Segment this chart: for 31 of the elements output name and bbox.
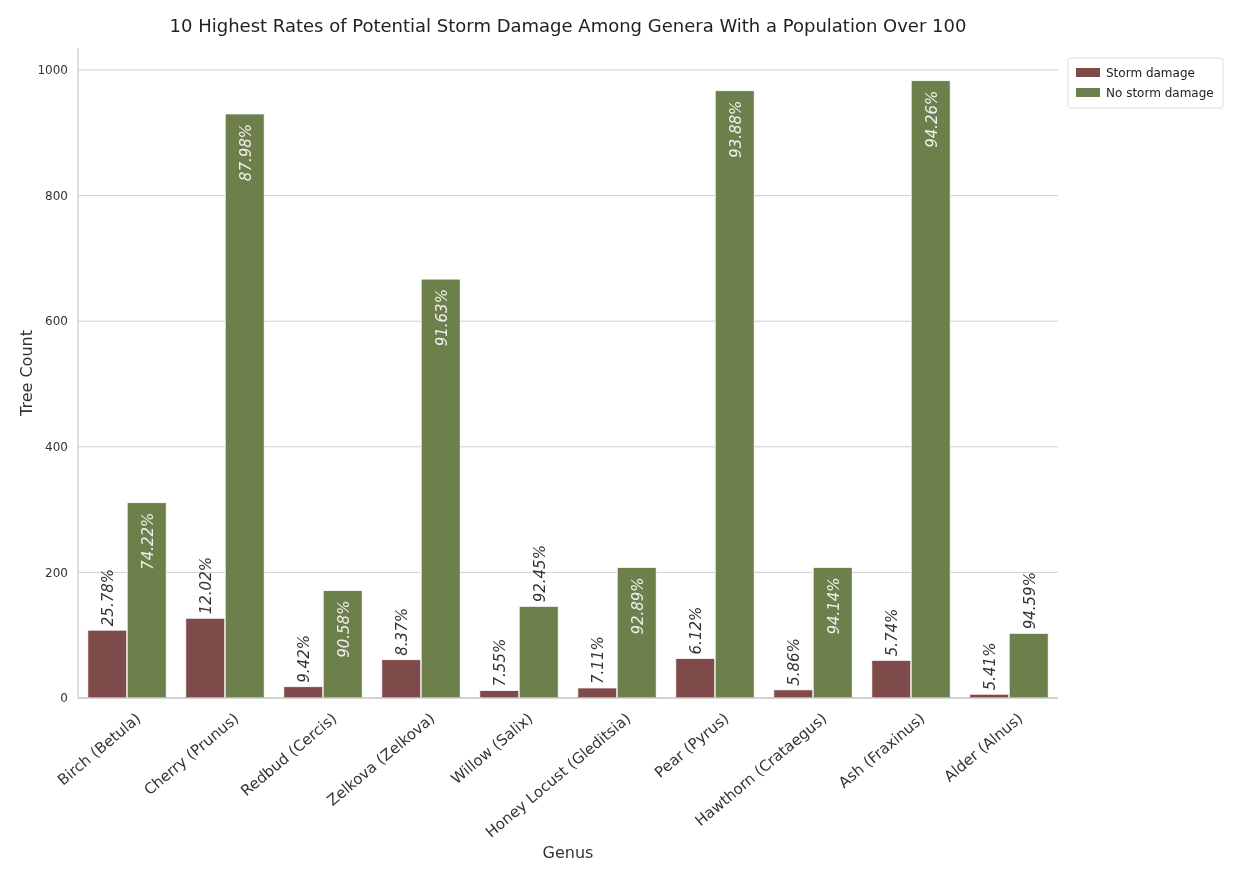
legend-label: No storm damage [1106, 86, 1214, 101]
y-tick-label: 800 [45, 188, 68, 203]
y-tick-label: 1000 [37, 63, 68, 78]
annotation: 92.89% [628, 577, 647, 635]
y-tick-label: 400 [45, 439, 68, 454]
x-axis-title: Genus [542, 843, 594, 862]
annotation: 5.41% [981, 642, 1000, 691]
annotation: 94.14% [824, 577, 843, 635]
annotation: 87.98% [236, 123, 255, 182]
legend-label: Storm damage [1106, 66, 1195, 81]
annotation: 12.02% [197, 557, 216, 615]
annotation: 91.63% [432, 289, 451, 347]
annotation: 5.86% [785, 638, 804, 686]
annotation: 9.42% [295, 635, 314, 683]
annotation: 94.59% [1020, 572, 1039, 630]
annotation: 7.11% [589, 636, 608, 684]
annotation: 74.22% [138, 512, 157, 570]
annotation: 8.37% [393, 608, 412, 656]
y-axis-title: Tree Count [17, 330, 36, 417]
annotation: 7.55% [491, 638, 510, 687]
annotation: 92.45% [530, 545, 549, 603]
annotation: 25.78% [99, 568, 118, 627]
y-tick-label: 0 [60, 691, 68, 706]
annotation: 94.26% [922, 90, 941, 148]
chart-title: 10 Highest Rates of Potential Storm Damage Among Genera With a Population Over 100 [169, 15, 967, 36]
y-tick-label: 600 [45, 314, 68, 329]
annotation: 90.58% [334, 600, 353, 658]
annotation: 93.88% [726, 100, 745, 158]
annotation: 5.74% [883, 608, 902, 657]
annotation: 6.12% [687, 606, 706, 655]
y-tick-label: 200 [45, 565, 68, 580]
